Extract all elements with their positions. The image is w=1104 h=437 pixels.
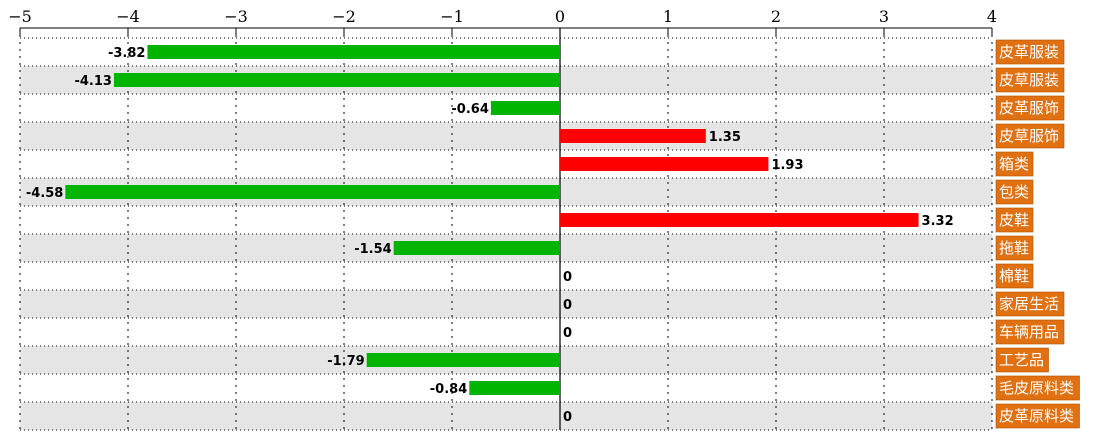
category-label: 皮草服装 <box>999 71 1059 89</box>
category-label-box <box>995 319 1065 345</box>
data-label: -1.79 <box>327 354 364 369</box>
category-label: 皮革服装 <box>999 43 1059 61</box>
category-label: 皮革服饰 <box>999 99 1059 117</box>
category-label: 家居生活 <box>999 295 1059 313</box>
category-label: 皮革原料类 <box>999 407 1074 425</box>
data-label: -3.82 <box>108 46 145 61</box>
x-tick-label: −2 <box>332 7 356 26</box>
category-label: 毛皮原料类 <box>999 379 1074 397</box>
category-label-box <box>995 263 1034 289</box>
category-label: 拖鞋 <box>999 239 1029 257</box>
category-label: 皮草服饰 <box>999 127 1059 145</box>
x-tick-label: −3 <box>224 7 248 26</box>
category-label-box <box>995 67 1065 93</box>
data-label: 1.35 <box>709 130 741 145</box>
row-stripe <box>20 290 992 318</box>
value-labels: -3.82 -4.13 -0.64 1.35 1.93 -4.58 3.32 -1.54 0 0 0… <box>26 46 954 425</box>
data-label: -0.64 <box>451 102 488 117</box>
x-tick-label: 0 <box>555 7 565 26</box>
data-label: 0 <box>563 270 572 285</box>
category-label: 皮鞋 <box>999 211 1029 229</box>
bar <box>393 241 560 255</box>
category-label-box <box>995 123 1065 149</box>
bar <box>560 157 769 171</box>
bar <box>560 213 919 227</box>
x-tick-label: 4 <box>987 7 997 26</box>
category-label-box <box>995 39 1065 65</box>
bar <box>490 101 560 115</box>
bar <box>65 185 561 199</box>
category-label-box <box>995 207 1034 233</box>
row-stripe <box>20 122 992 150</box>
category-label: 箱类 <box>999 155 1029 173</box>
category-label-box <box>995 95 1065 121</box>
bars <box>65 45 919 395</box>
x-tick-label: 3 <box>879 7 889 26</box>
data-label: 0 <box>563 298 572 313</box>
x-tick-label: −5 <box>8 7 32 26</box>
data-label: 0 <box>563 326 572 341</box>
bar <box>113 73 561 87</box>
category-label-box <box>995 151 1034 177</box>
category-label-box <box>995 179 1034 205</box>
x-axis: −5 −4 −3 −2 −1 0 1 2 3 4 <box>8 7 997 35</box>
bar <box>147 45 560 59</box>
category-label-box <box>995 375 1080 401</box>
category-label-box <box>995 291 1065 317</box>
category-label: 工艺品 <box>999 351 1044 369</box>
x-tick-label: −4 <box>116 7 140 26</box>
data-label: 0 <box>563 410 572 425</box>
data-label: 3.32 <box>922 214 954 229</box>
category-label: 包类 <box>999 183 1029 201</box>
category-label-box <box>995 347 1049 373</box>
row-stripe <box>20 402 992 430</box>
bar <box>366 353 560 367</box>
bar <box>560 129 706 143</box>
category-label-box <box>995 235 1034 261</box>
x-tick-label: 2 <box>771 7 781 26</box>
category-label-box <box>995 403 1080 429</box>
category-labels: 皮革服装皮草服装皮革服饰皮草服饰箱类包类皮鞋拖鞋棉鞋家居生活车辆用品工艺品毛皮原… <box>995 39 1080 429</box>
category-label: 棉鞋 <box>999 267 1029 285</box>
data-label: -1.54 <box>354 242 391 257</box>
x-tick-label: 1 <box>663 7 673 26</box>
data-label: -4.13 <box>74 74 111 89</box>
data-label: 1.93 <box>771 158 803 173</box>
bar <box>469 381 560 395</box>
data-label: -0.84 <box>430 382 467 397</box>
category-label: 车辆用品 <box>999 323 1059 341</box>
data-label: -4.58 <box>26 186 63 201</box>
x-tick-label: −1 <box>440 7 464 26</box>
